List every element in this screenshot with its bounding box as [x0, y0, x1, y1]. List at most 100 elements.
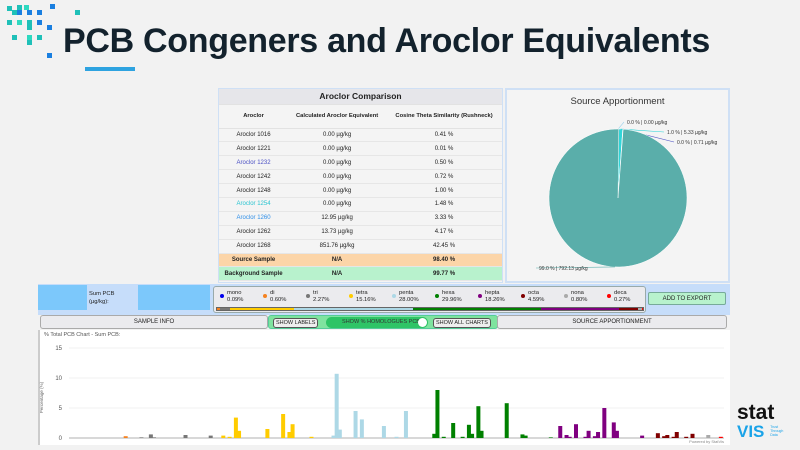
- bar-penta[interactable]: [394, 436, 399, 438]
- bar-penta[interactable]: [381, 426, 386, 438]
- bar-hepta[interactable]: [614, 430, 619, 438]
- bar-penta[interactable]: [403, 411, 408, 438]
- bar-hepta[interactable]: [573, 424, 578, 438]
- pie-leader-line: [617, 121, 625, 130]
- homologue-bar-segment: [219, 308, 230, 310]
- cell-name: Background Sample: [219, 266, 289, 282]
- homologue-dot-icon: [521, 294, 525, 298]
- column-header: Cosine Theta Similarity (Rushneck): [386, 104, 502, 129]
- bar-hepta[interactable]: [583, 436, 588, 438]
- bar-tetra[interactable]: [233, 417, 238, 438]
- tab-source-apportionment[interactable]: SOURCE APPORTIONMENT: [497, 315, 727, 329]
- bar-penta[interactable]: [353, 411, 358, 438]
- add-to-export-button[interactable]: ADD TO EXPORT: [648, 292, 726, 305]
- bar-tetra[interactable]: [309, 436, 314, 438]
- bar-hepta[interactable]: [592, 436, 597, 438]
- cell-sim: 0.50 %: [386, 155, 502, 171]
- bar-hexa[interactable]: [460, 436, 465, 438]
- bar-tetra[interactable]: [227, 436, 232, 438]
- cell-sim: 3.33 %: [386, 211, 502, 226]
- bar-hexa[interactable]: [548, 437, 553, 438]
- homologue-dot-icon: [392, 294, 396, 298]
- homologue-bar-segment: [229, 308, 295, 310]
- cell-name: Aroclor 1232: [219, 155, 289, 171]
- bar-hepta[interactable]: [564, 435, 569, 438]
- bar-octa[interactable]: [665, 435, 670, 438]
- bar-tetra[interactable]: [281, 414, 286, 438]
- bar-penta[interactable]: [331, 435, 336, 438]
- bar-hexa[interactable]: [432, 433, 437, 438]
- bar-tri[interactable]: [183, 435, 188, 438]
- title-underline: [85, 67, 135, 71]
- bar-hexa[interactable]: [523, 435, 528, 438]
- bar-deca[interactable]: [718, 436, 723, 438]
- bar-di[interactable]: [123, 436, 128, 438]
- homologue-dot-icon: [306, 294, 310, 298]
- show-homologues-toggle[interactable]: SHOW % HOMOLOGUES PCB: [326, 317, 428, 328]
- sum-pcb-swatch: [38, 285, 87, 310]
- pie-title: Source Apportionment: [570, 96, 665, 107]
- bar-penta[interactable]: [334, 373, 339, 438]
- bar-penta[interactable]: [359, 419, 364, 438]
- homologue-bar-segment: [618, 308, 639, 310]
- cell-name: Aroclor 1248: [219, 183, 289, 198]
- bar-hepta[interactable]: [586, 430, 591, 438]
- homologue-name: mono: [227, 290, 242, 296]
- bar-hexa[interactable]: [520, 434, 525, 438]
- aroclor-comparison-panel: Aroclor Comparison Aroclor Calculated Aro…: [218, 88, 503, 283]
- cell-sim: 1.00 %: [386, 183, 502, 198]
- bar-tetra[interactable]: [221, 435, 226, 438]
- bar-hexa[interactable]: [479, 430, 484, 438]
- bar-tri[interactable]: [148, 434, 153, 438]
- homologue-dot-icon: [220, 294, 224, 298]
- bar-octa[interactable]: [684, 436, 689, 438]
- cell-equiv: 0.00 µg/kg: [288, 141, 387, 157]
- bar-tetra[interactable]: [290, 424, 295, 438]
- logo-pixel: [50, 4, 55, 9]
- pie-slice[interactable]: [548, 128, 688, 268]
- y-tick-label: 5: [59, 406, 63, 412]
- bar-hepta[interactable]: [596, 432, 601, 438]
- bar-penta[interactable]: [337, 429, 342, 438]
- homologue-name: nona: [571, 290, 584, 296]
- bar-hexa[interactable]: [441, 436, 446, 438]
- bar-tri[interactable]: [139, 437, 144, 438]
- tab-sample-info[interactable]: SAMPLE INFO: [40, 315, 268, 329]
- bar-hexa[interactable]: [470, 433, 475, 438]
- y-tick-label: 10: [55, 376, 62, 382]
- bar-octa[interactable]: [671, 436, 676, 438]
- logo-tagline: Trust Through Data: [770, 425, 784, 438]
- bar-hexa[interactable]: [451, 423, 456, 438]
- bar-tetra[interactable]: [265, 429, 270, 438]
- bar-hexa[interactable]: [504, 403, 509, 438]
- table-row: Aroclor 1232 0.00 µg/kg 0.50 %: [219, 155, 502, 171]
- bar-hexa[interactable]: [466, 424, 471, 438]
- bar-hepta[interactable]: [567, 436, 572, 438]
- bar-tri[interactable]: [208, 435, 213, 438]
- bar-octa[interactable]: [655, 433, 660, 438]
- bar-hexa[interactable]: [476, 406, 481, 438]
- toggle-label: SHOW % HOMOLOGUES PCB: [342, 319, 420, 325]
- show-labels-button[interactable]: SHOW LABELS: [273, 318, 319, 328]
- bar-hepta[interactable]: [640, 435, 645, 438]
- table-row: Background Sample N/A 99.77 %: [219, 266, 502, 282]
- bar-tetra[interactable]: [237, 430, 242, 438]
- bar-hepta[interactable]: [558, 426, 563, 438]
- bar-tri[interactable]: [152, 437, 157, 438]
- homologue-dot-icon: [435, 294, 439, 298]
- homologue-name: hepta: [485, 290, 500, 296]
- homologue-stacked-bar: [216, 307, 644, 311]
- show-all-charts-button[interactable]: SHOW ALL CHARTS: [433, 318, 491, 328]
- toggle-knob: [418, 318, 427, 327]
- bar-octa[interactable]: [674, 432, 679, 438]
- cell-sim: 0.01 %: [386, 141, 502, 157]
- bar-nona[interactable]: [706, 435, 711, 438]
- bar-tetra[interactable]: [287, 432, 292, 438]
- controls-bar: Sum PCB (µg/kg): mono 0.09% di 0.60% tri 2.27…: [38, 284, 730, 315]
- cell-equiv: 0.00 µg/kg: [288, 197, 387, 212]
- bar-octa[interactable]: [662, 436, 667, 438]
- bar-hepta[interactable]: [602, 408, 607, 438]
- bar-octa[interactable]: [690, 433, 695, 438]
- bar-hepta[interactable]: [611, 422, 616, 438]
- bar-hexa[interactable]: [435, 390, 440, 438]
